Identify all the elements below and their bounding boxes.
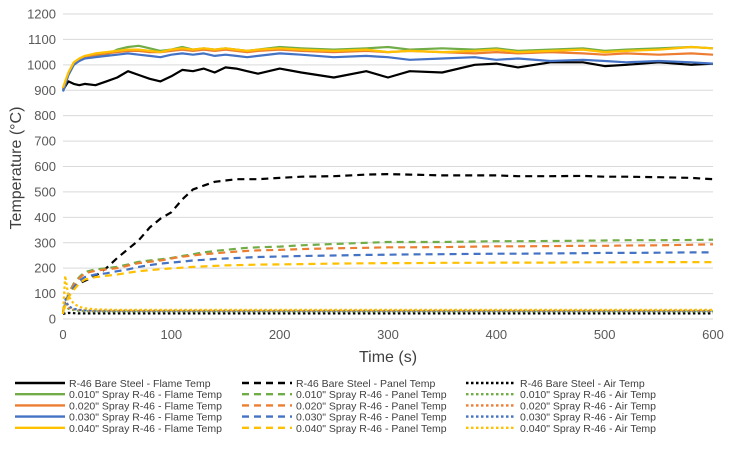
legend-label: 0.020" Spray R-46 - Air Temp — [520, 400, 656, 412]
legend-label: 0.040" Spray R-46 - Flame Temp — [69, 423, 222, 435]
y-tick-labels: 0 100 200 300 400 500 600 700 800 900 1000 1100 1200 — [27, 7, 56, 327]
y-tick-label: 200 — [34, 261, 56, 276]
series-line — [61, 52, 714, 92]
y-tick-label: 1200 — [27, 7, 56, 22]
series-line — [62, 311, 713, 315]
series-line — [62, 61, 714, 91]
series-line — [61, 45, 714, 89]
legend-label: 0.030" Spray R-46 - Panel Temp — [296, 412, 447, 424]
legend-label: 0.040" Spray R-46 - Air Temp — [520, 423, 656, 435]
legend-label: 0.030" Spray R-46 - Flame Temp — [69, 412, 222, 424]
series-line — [61, 251, 713, 312]
legend-label: 0.030" Spray R-46 - Air Temp — [520, 412, 656, 424]
y-tick-label: 0 — [49, 312, 56, 327]
legend-label: R-46 Bare Steel - Air Temp — [520, 378, 645, 390]
series-line — [61, 261, 713, 312]
y-tick-label: 400 — [34, 210, 56, 225]
x-tick-label: 0 — [59, 327, 66, 342]
legend-label: 0.020" Spray R-46 - Flame Temp — [69, 400, 222, 412]
y-tick-label: 800 — [34, 108, 56, 123]
x-tick-labels: 0 100 200 300 400 500 600 — [59, 327, 723, 342]
y-axis-label: Temperature (°C) — [8, 107, 25, 230]
series-line — [61, 243, 714, 312]
legend: R-46 Bare Steel - Flame Temp R-46 Bare St… — [15, 378, 656, 435]
series-line — [61, 274, 713, 314]
x-tick-label: 100 — [160, 327, 182, 342]
legend-label: 0.010" Spray R-46 - Panel Temp — [296, 389, 447, 401]
series-line — [61, 238, 714, 312]
x-tick-label: 400 — [485, 327, 507, 342]
y-tick-label: 1000 — [27, 57, 56, 72]
series-line — [61, 173, 714, 312]
y-tick-label: 300 — [34, 235, 56, 250]
y-tick-label: 1100 — [28, 32, 56, 47]
x-tick-label: 600 — [702, 327, 724, 342]
x-tick-label: 300 — [377, 327, 399, 342]
legend-label: 0.020" Spray R-46 - Panel Temp — [296, 400, 447, 412]
x-tick-label: 200 — [269, 327, 291, 342]
y-tick-label: 100 — [34, 286, 56, 301]
legend-label: R-46 Bare Steel - Panel Temp — [296, 378, 435, 390]
x-tick-label: 500 — [594, 327, 616, 342]
y-tick-label: 900 — [34, 83, 56, 98]
x-axis-label: Time (s) — [359, 349, 417, 366]
series-lines — [61, 44, 714, 315]
legend-label: R-46 Bare Steel - Flame Temp — [69, 378, 211, 390]
y-tick-label: 600 — [34, 159, 56, 174]
series-line — [61, 48, 714, 90]
legend-label: 0.010" Spray R-46 - Flame Temp — [69, 389, 222, 401]
y-tick-label: 500 — [34, 184, 56, 199]
gridlines — [63, 13, 713, 320]
legend-label: 0.010" Spray R-46 - Air Temp — [520, 389, 656, 401]
legend-label: 0.040" Spray R-46 - Panel Temp — [296, 423, 447, 435]
y-tick-label: 700 — [34, 134, 56, 149]
